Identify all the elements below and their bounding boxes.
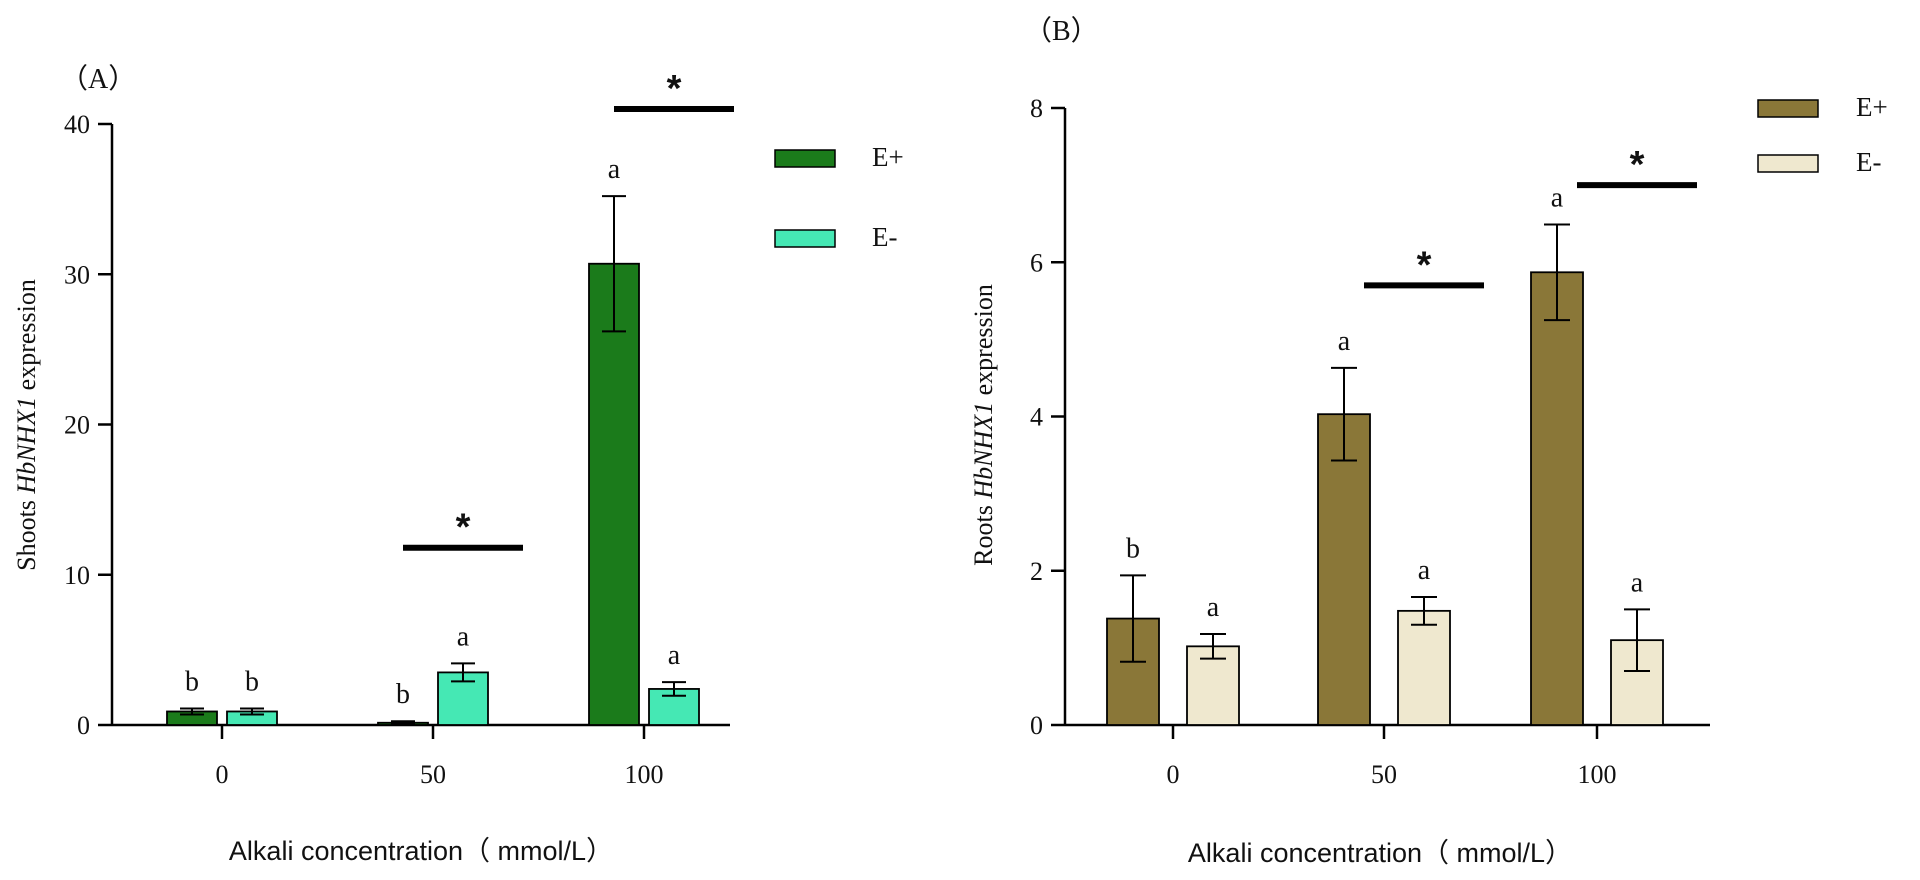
panel-b-significance: ** [1364, 144, 1697, 289]
significance-star: * [1630, 144, 1645, 186]
y-tick-label: 30 [64, 260, 90, 289]
legend-swatch-e-plus [774, 149, 836, 168]
panel-a-x-label: Alkali concentration（ mmol/L） [229, 836, 613, 866]
bar [1610, 639, 1664, 726]
significance-letter: a [1338, 326, 1351, 357]
significance-letter: a [668, 640, 681, 671]
bar [1530, 271, 1584, 726]
y-tick-label: 6 [1030, 248, 1043, 277]
y-tick-label: 40 [64, 110, 90, 139]
y-tick-label: 2 [1030, 557, 1043, 586]
x-tick-label: 100 [1578, 760, 1617, 789]
legend-swatch-e-minus [1757, 154, 1819, 173]
panel-a-label: （A） [60, 63, 136, 95]
y-tick-label: 10 [64, 561, 90, 590]
panel-a-y-ticks: 0 10 20 30 40 [64, 110, 112, 740]
y-tick-label: 4 [1030, 403, 1043, 432]
significance-letter: b [245, 666, 259, 697]
significance-letter: a [1631, 567, 1644, 598]
significance-letter: a [608, 154, 621, 185]
significance-star: * [1417, 244, 1432, 286]
panel-a: （A） Shoots HbNHX1 expression Alkali conc… [12, 63, 904, 866]
legend-label-e-plus: E+ [1856, 92, 1888, 122]
panel-a-legend: E+ E- [774, 142, 904, 252]
bar [1397, 609, 1451, 726]
panel-b-x-label: Alkali concentration（ mmol/L） [1188, 838, 1572, 868]
panel-b-bars: b a a a a a [1106, 182, 1664, 726]
bar [1317, 413, 1371, 726]
x-tick-label: 50 [420, 760, 446, 789]
significance-letter: b [396, 679, 410, 710]
panel-a-y-label: Shoots HbNHX1 expression [12, 279, 41, 571]
x-tick-label: 50 [1371, 760, 1397, 789]
significance-letter: a [1551, 182, 1564, 213]
legend-label-e-minus: E- [872, 222, 897, 252]
legend-label-e-minus: E- [1856, 147, 1881, 177]
legend-swatch-e-minus [774, 229, 836, 248]
legend-label-e-plus: E+ [872, 142, 904, 172]
y-tick-label: 20 [64, 411, 90, 440]
significance-star: * [456, 507, 471, 549]
panel-a-x-ticks: 0 50 100 [216, 725, 664, 789]
significance-letter: a [1207, 592, 1220, 623]
y-tick-label: 0 [77, 711, 90, 740]
significance-letter: b [185, 666, 199, 697]
panel-a-bars: b b a b a a [166, 154, 700, 726]
significance-star: * [667, 68, 682, 110]
panel-b-y-label: Roots HbNHX1 expression [969, 284, 998, 566]
panel-a-significance: ** [403, 68, 734, 551]
legend-swatch-e-plus [1757, 99, 1819, 118]
panel-b-axes [1063, 108, 1710, 727]
panel-b-legend: E+ E- [1757, 92, 1888, 177]
panel-b-x-ticks: 0 50 100 [1167, 725, 1617, 789]
x-tick-label: 100 [625, 760, 664, 789]
y-tick-label: 0 [1030, 711, 1043, 740]
panel-b-label: （B） [1024, 15, 1099, 47]
significance-letter: b [1126, 533, 1140, 564]
x-tick-label: 0 [216, 760, 229, 789]
y-tick-label: 8 [1030, 94, 1043, 123]
x-tick-label: 0 [1167, 760, 1180, 789]
panel-b: （B） Roots HbNHX1 expression Alkali conce… [969, 15, 1888, 868]
panel-b-y-ticks: 0 2 4 6 8 [1030, 94, 1065, 740]
significance-letter: a [457, 621, 470, 652]
significance-letter: a [1418, 555, 1431, 586]
bar [588, 262, 640, 726]
